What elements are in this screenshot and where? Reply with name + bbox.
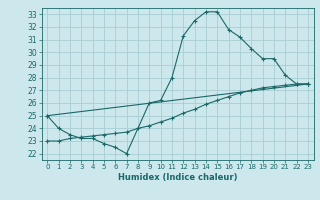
X-axis label: Humidex (Indice chaleur): Humidex (Indice chaleur)	[118, 173, 237, 182]
